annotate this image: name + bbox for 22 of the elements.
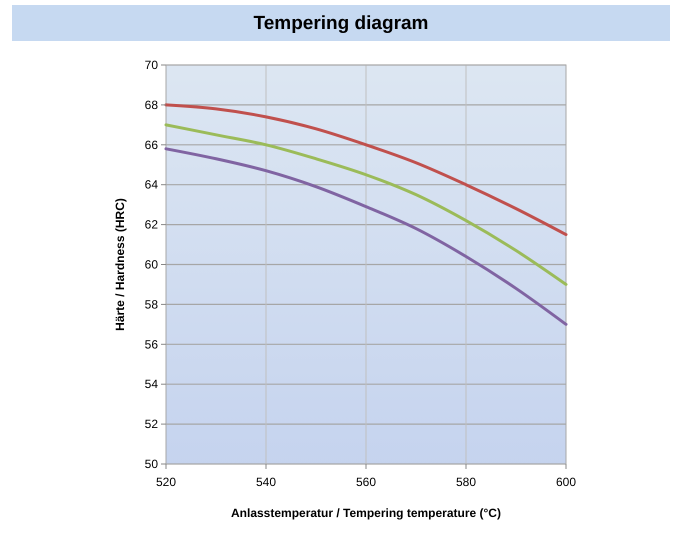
y-tick-label: 50	[144, 457, 158, 471]
y-axis-title: Härte / Hardness (HRC)	[113, 198, 127, 331]
y-tick-label: 52	[144, 417, 158, 432]
x-tick-label: 580	[456, 475, 476, 489]
y-tick-label: 68	[144, 98, 158, 112]
line-series	[164, 147, 568, 326]
y-tick-label: 56	[144, 337, 158, 352]
line-series	[164, 103, 568, 236]
x-tick-label: 540	[256, 475, 276, 489]
x-tick-label: 600	[556, 475, 576, 489]
y-tick-label: 66	[144, 138, 158, 152]
x-tick-label: 520	[156, 475, 176, 489]
x-tick-label: 560	[356, 475, 376, 489]
y-tick-label: 62	[144, 218, 158, 232]
y-tick-label: 70	[144, 58, 158, 72]
chart-title: Tempering diagram	[254, 13, 428, 34]
y-tick-label: 60	[144, 258, 158, 272]
y-tick-label: 64	[144, 178, 158, 192]
y-tick-label: 54	[144, 377, 158, 392]
x-axis-title: Anlasstemperatur / Tempering temperature (°C)	[231, 506, 501, 520]
line-series	[164, 123, 568, 286]
y-tick-label: 58	[144, 297, 158, 312]
